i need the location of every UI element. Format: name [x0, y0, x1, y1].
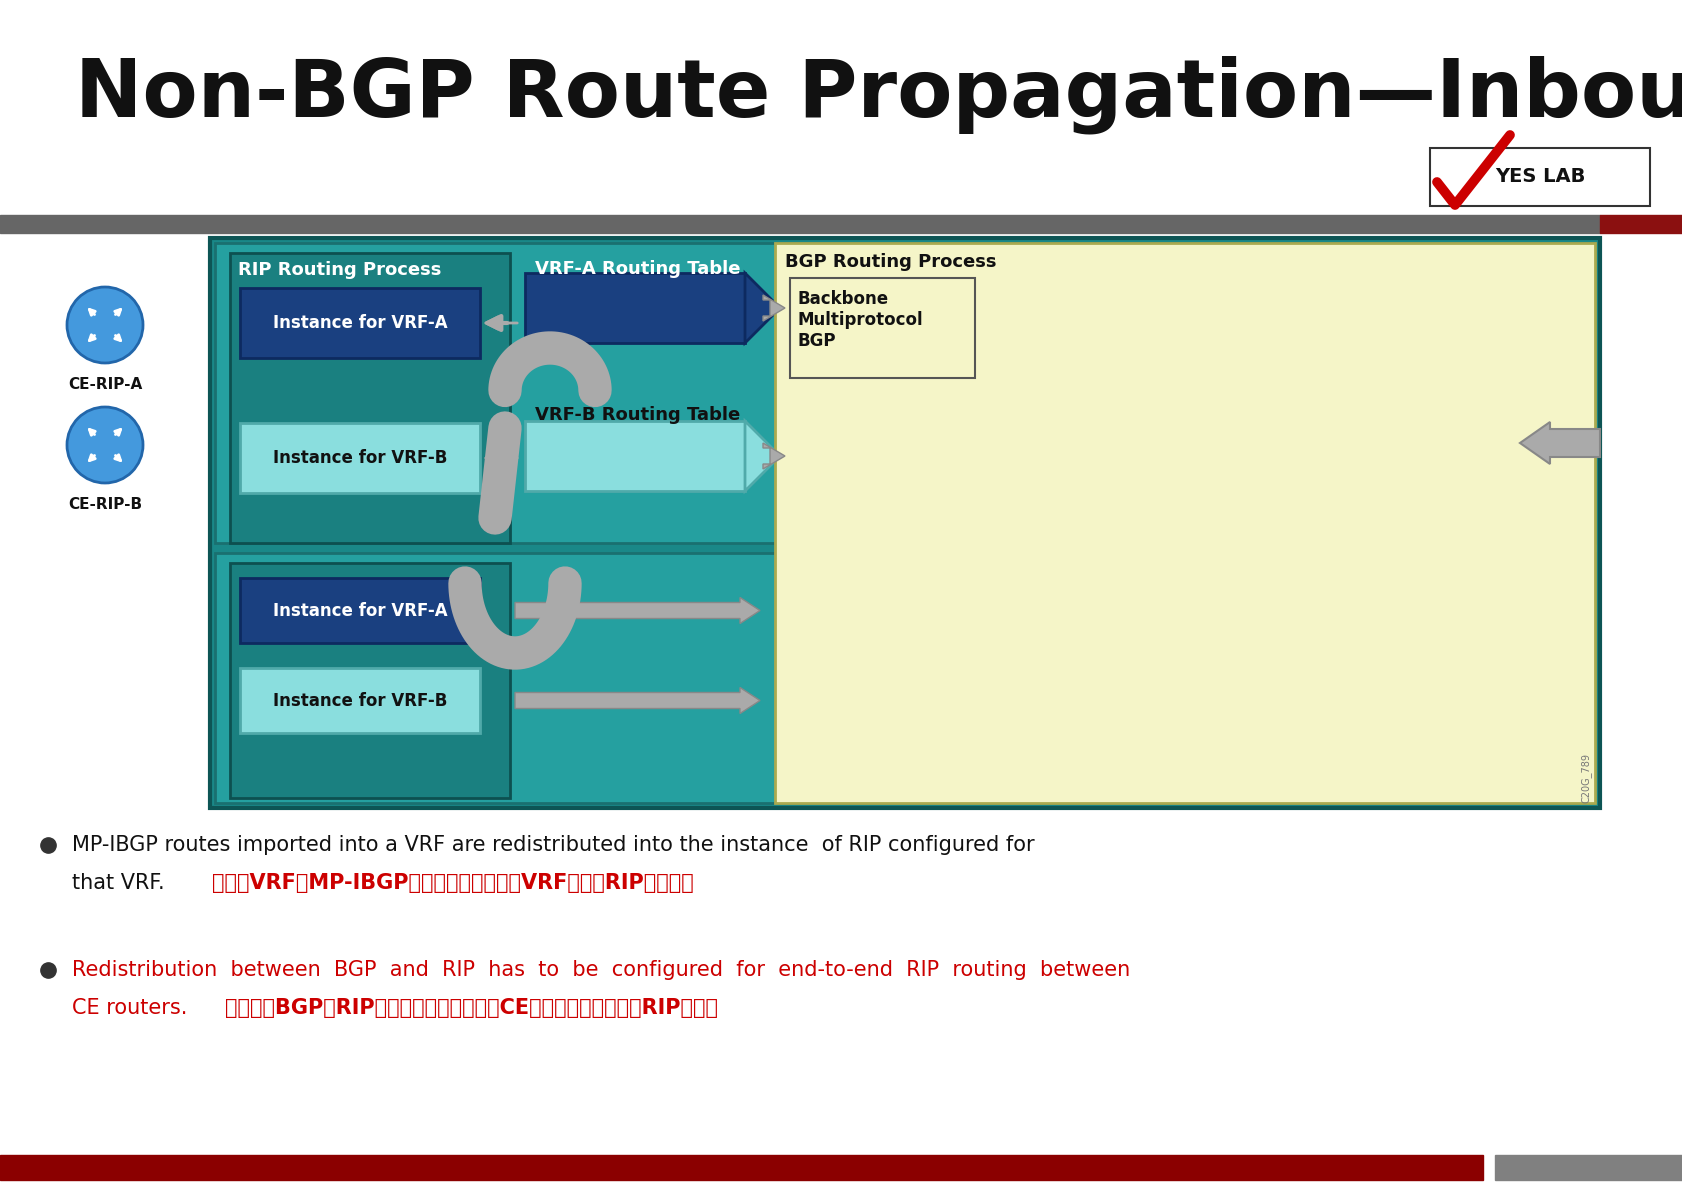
Bar [1430, 148, 1648, 206]
Text: CE-RIP-B: CE-RIP-B [67, 497, 141, 512]
Bar [525, 273, 745, 343]
Text: CE routers.: CE routers. [72, 998, 187, 1017]
Bar [230, 253, 510, 543]
Bar [789, 278, 974, 378]
Text: YES LAB: YES LAB [1494, 168, 1584, 187]
Text: 引入到VRF的MP-IBGP路由重新分配到为该VRF配置的RIP实例中。: 引入到VRF的MP-IBGP路由重新分配到为该VRF配置的RIP实例中。 [212, 873, 693, 892]
Text: 必须配置BGP和RIP之间的重新分配，用于CE路由器之间的端到端RIP路由。: 必须配置BGP和RIP之间的重新分配，用于CE路由器之间的端到端RIP路由。 [225, 998, 718, 1017]
Polygon shape [745, 421, 779, 491]
Bar [1600, 215, 1682, 233]
Polygon shape [745, 273, 779, 343]
Bar [210, 238, 1600, 808]
Text: RIP Routing Process: RIP Routing Process [237, 261, 441, 278]
Bar [215, 553, 1595, 803]
Circle shape [67, 407, 143, 483]
Bar [774, 243, 1595, 803]
Bar [230, 563, 510, 798]
FancyArrow shape [1519, 422, 1600, 464]
Text: Backbone
Multiprotocol
BGP: Backbone Multiprotocol BGP [797, 290, 923, 350]
Text: Instance for VRF-A: Instance for VRF-A [272, 314, 447, 332]
Bar [0, 215, 1600, 233]
Text: that VRF.: that VRF. [72, 873, 165, 892]
FancyArrow shape [762, 295, 784, 321]
Bar [0, 1155, 1482, 1180]
Bar [241, 578, 479, 643]
Bar [215, 243, 1595, 543]
Circle shape [67, 287, 143, 363]
Text: Non-BGP Route Propagation—Inbound: Non-BGP Route Propagation—Inbound [76, 55, 1682, 133]
Bar [525, 421, 745, 491]
Bar [1494, 1155, 1682, 1180]
Text: Instance for VRF-A: Instance for VRF-A [272, 601, 447, 620]
Bar [241, 288, 479, 358]
Bar [241, 422, 479, 493]
Text: CE-RIP-A: CE-RIP-A [67, 377, 141, 392]
Text: Redistribution  between  BGP  and  RIP  has  to  be  configured  for  end-to-end: Redistribution between BGP and RIP has t… [72, 960, 1130, 981]
Text: Instance for VRF-B: Instance for VRF-B [272, 449, 447, 466]
FancyArrow shape [762, 443, 784, 469]
Text: BGP Routing Process: BGP Routing Process [784, 253, 996, 271]
FancyArrow shape [515, 597, 760, 624]
Text: VRF-A Routing Table: VRF-A Routing Table [535, 259, 740, 278]
Text: Instance for VRF-B: Instance for VRF-B [272, 691, 447, 709]
FancyArrow shape [515, 688, 760, 714]
Bar [241, 668, 479, 733]
Text: VRF-B Routing Table: VRF-B Routing Table [535, 406, 740, 424]
Text: MP-IBGP routes imported into a VRF are redistributed into the instance  of RIP c: MP-IBGP routes imported into a VRF are r… [72, 835, 1034, 854]
Text: C20G_789: C20G_789 [1579, 753, 1591, 803]
